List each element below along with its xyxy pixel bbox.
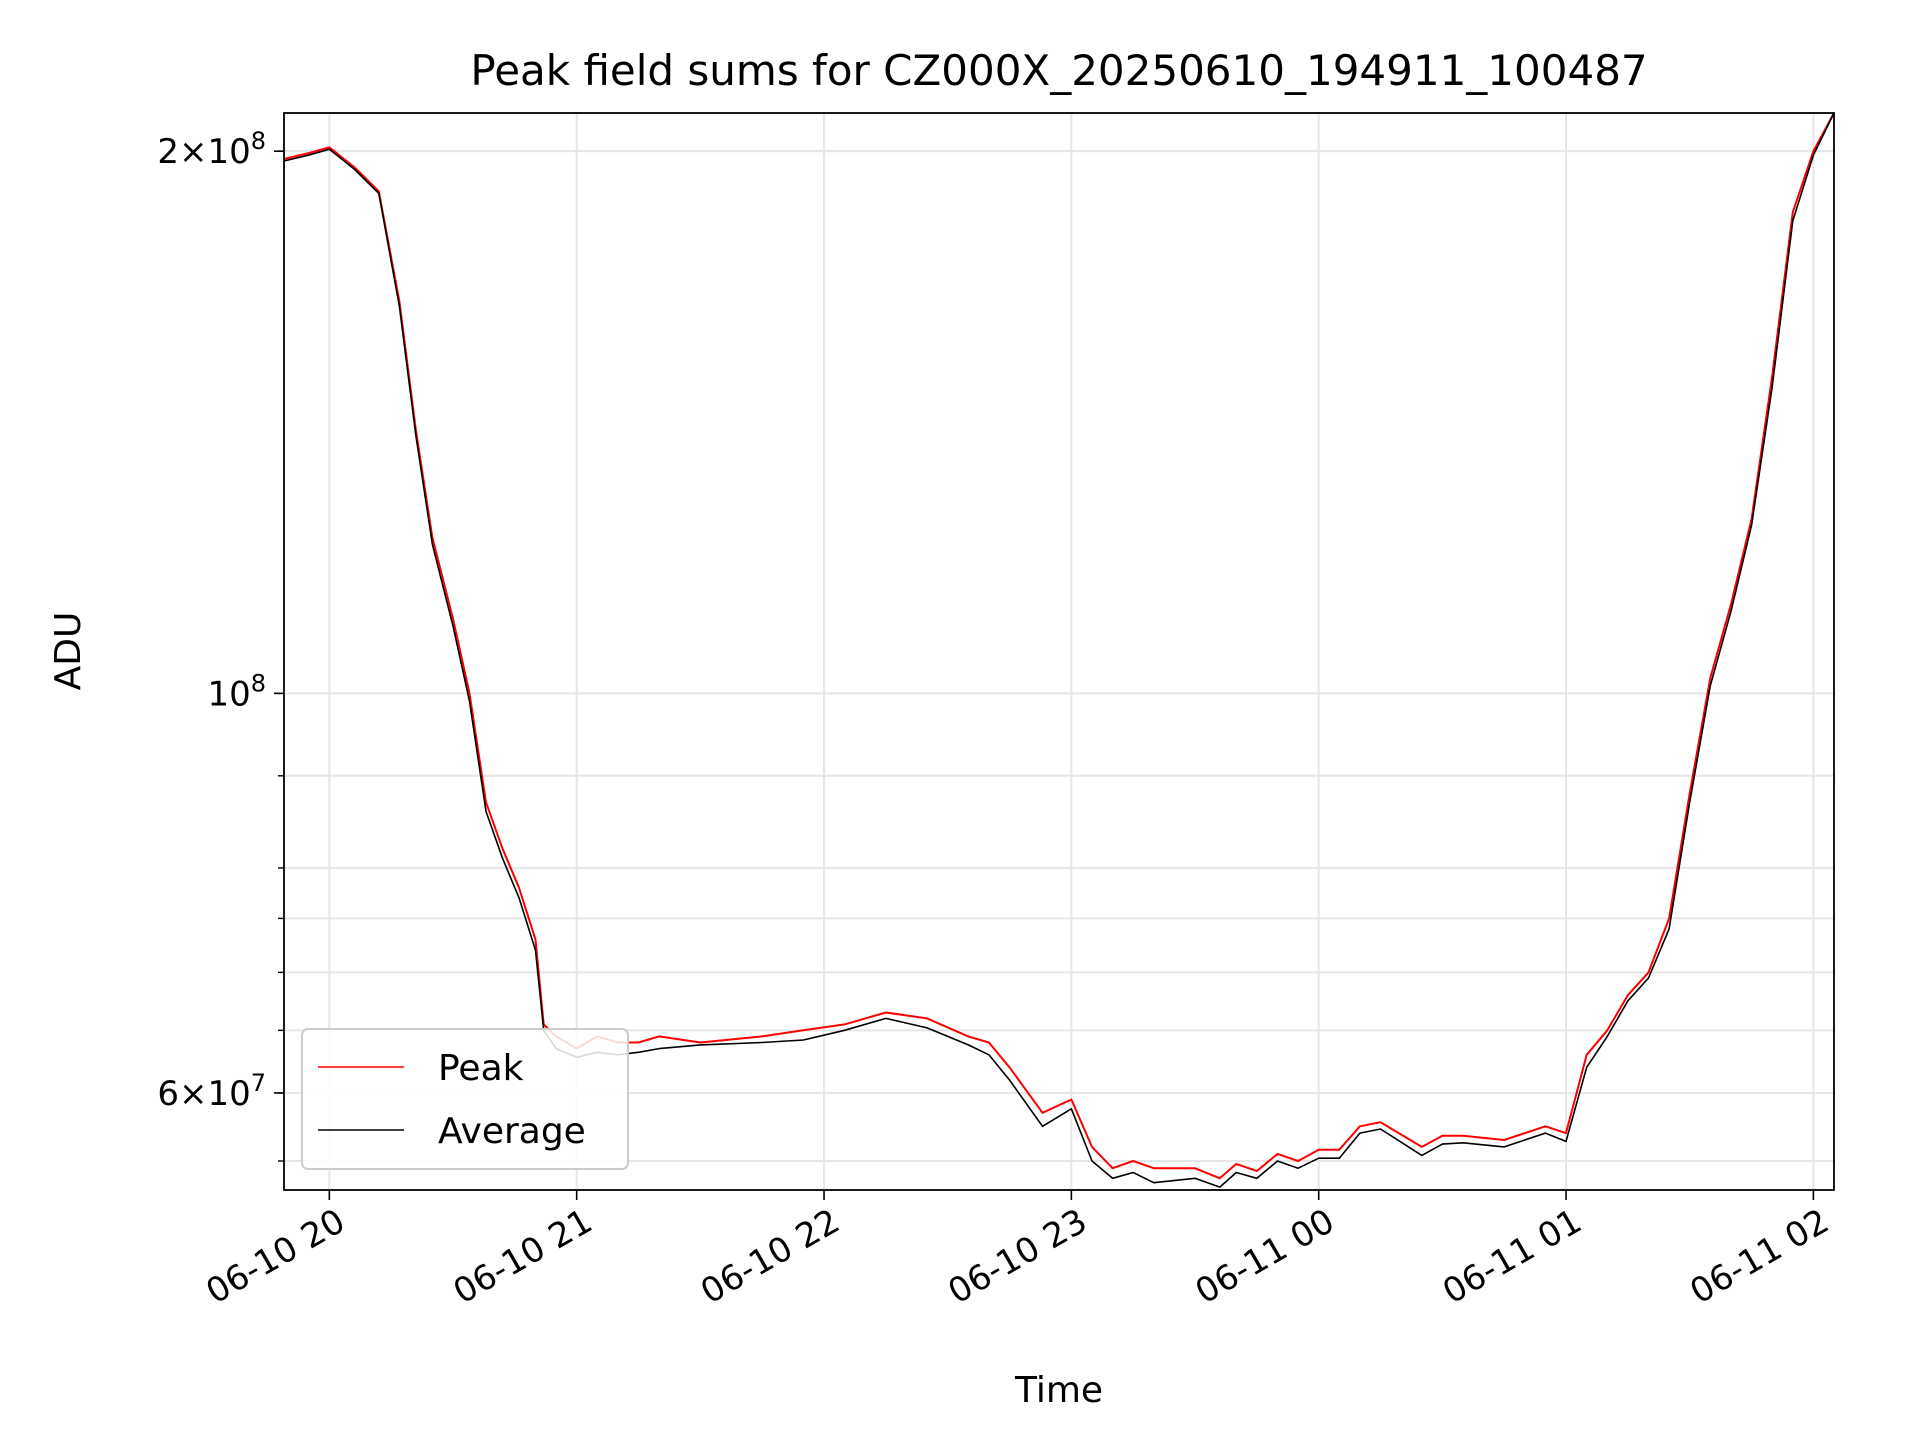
plot-frame — [283, 112, 1835, 1191]
series-line-peak — [283, 112, 1835, 1180]
x-axis-label: Time — [1014, 1370, 1103, 1411]
y-tick-label: 2×108 — [157, 127, 266, 172]
grid-lines — [284, 113, 1834, 1190]
series-line-average — [283, 112, 1835, 1188]
legend-box — [301, 1028, 629, 1170]
y-tick-label: 6×107 — [157, 1069, 266, 1114]
legend-label-average: Average — [438, 1111, 586, 1152]
legend-label-peak: Peak — [438, 1048, 524, 1089]
chart-title: Peak field sums for CZ000X_20250610_1949… — [470, 46, 1647, 95]
series-lines — [283, 112, 1835, 1188]
legend: Peak Average — [301, 1028, 629, 1170]
y-tick-label: 108 — [207, 669, 266, 714]
y-axis-label: ADU — [48, 612, 89, 691]
